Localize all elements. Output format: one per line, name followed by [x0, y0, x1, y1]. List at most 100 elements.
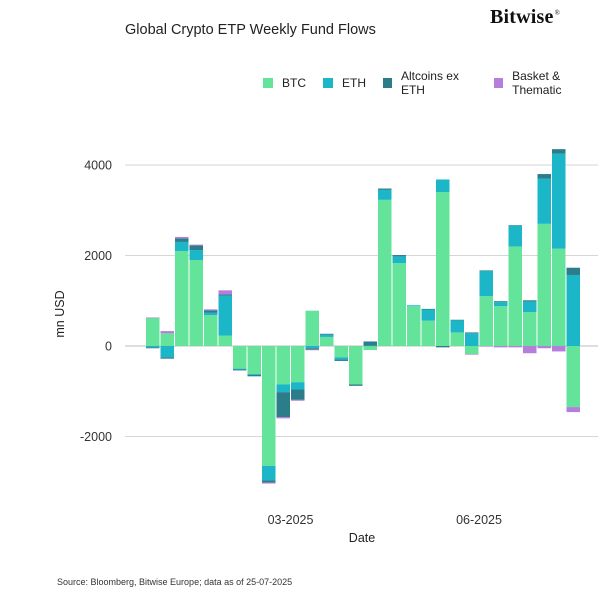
bar-basket-thematic	[204, 309, 218, 311]
y-axis-label: mn USD	[53, 290, 67, 337]
legend-label: Basket & Thematic	[512, 69, 562, 97]
bar-btc	[160, 333, 174, 346]
bar-eth	[276, 384, 290, 393]
bitwise-logo: Bitwise®	[490, 6, 560, 29]
bar-eth	[233, 368, 247, 370]
bar-btc	[204, 315, 218, 346]
source-note: Source: Bloomberg, Bitwise Europe; data …	[57, 577, 293, 587]
bar-btc	[247, 346, 261, 375]
bar-eth	[436, 179, 450, 193]
bar-eth	[552, 153, 566, 249]
bar-btc	[146, 317, 160, 346]
bar-basket-thematic	[175, 236, 189, 239]
bar-btc	[392, 263, 406, 346]
bar-altcoins-ex-eth	[175, 238, 189, 242]
legend-swatch	[494, 78, 504, 88]
bar-altcoins-ex-eth	[421, 308, 435, 310]
bar-altcoins-ex-eth	[566, 267, 580, 275]
bar-eth	[204, 312, 218, 316]
bar-btc	[508, 246, 522, 346]
y-tick-label: 2000	[84, 249, 112, 263]
bar-eth	[218, 295, 232, 336]
bar-eth	[537, 178, 551, 224]
y-tick-label: -2000	[80, 430, 112, 444]
bar-altcoins-ex-eth	[392, 255, 406, 257]
bar-altcoins-ex-eth	[465, 332, 479, 334]
bar-eth	[450, 320, 464, 333]
bar-btc	[363, 346, 377, 351]
bar-altcoins-ex-eth	[146, 347, 160, 349]
bar-btc	[378, 199, 392, 346]
bar-eth	[363, 345, 377, 347]
bar-eth	[479, 270, 493, 297]
bar-basket-thematic	[291, 399, 305, 401]
legend-item-eth: ETH	[323, 76, 366, 90]
bar-btc	[421, 320, 435, 346]
legend-item-altcoins-ex-eth: Altcoins ex ETH	[383, 69, 477, 97]
bar-basket-thematic	[537, 346, 551, 349]
bar-eth	[160, 346, 174, 358]
legend-item-btc: BTC	[263, 76, 306, 90]
bar-btc	[218, 335, 232, 346]
bar-eth	[407, 305, 421, 307]
bar-eth	[247, 374, 261, 375]
bar-eth	[305, 346, 319, 349]
bar-btc	[465, 346, 479, 355]
bar-altcoins-ex-eth	[305, 348, 319, 350]
bar-eth	[291, 382, 305, 390]
bar-btc	[436, 192, 450, 346]
bar-basket-thematic	[276, 417, 290, 419]
bar-btc	[189, 260, 203, 346]
chart-title: Global Crypto ETP Weekly Fund Flows	[125, 22, 376, 38]
bar-altcoins-ex-eth	[479, 270, 493, 272]
bar-eth	[421, 309, 435, 321]
bar-btc	[566, 346, 580, 408]
bar-eth	[262, 465, 276, 481]
legend-swatch	[263, 78, 273, 88]
x-axis-label: Date	[349, 531, 375, 545]
bar-altcoins-ex-eth	[334, 359, 348, 361]
bar-altcoins-ex-eth	[523, 300, 537, 302]
bar-eth	[378, 189, 392, 200]
bar-btc	[334, 346, 348, 358]
bar-btc	[537, 223, 551, 346]
bar-btc	[262, 346, 276, 466]
bar-altcoins-ex-eth	[378, 188, 392, 190]
bar-eth	[508, 225, 522, 247]
bar-eth	[392, 256, 406, 264]
bar-altcoins-ex-eth	[320, 333, 334, 335]
legend-label: BTC	[282, 76, 306, 90]
bar-basket-thematic	[189, 244, 203, 246]
bar-altcoins-ex-eth	[218, 294, 232, 296]
bar-btc	[479, 296, 493, 346]
legend-label: Altcoins ex ETH	[400, 69, 459, 97]
y-tick-label: 4000	[84, 159, 112, 173]
bar-basket-thematic	[494, 346, 508, 348]
bar-altcoins-ex-eth	[552, 149, 566, 154]
bar-altcoins-ex-eth	[160, 357, 174, 359]
x-tick-label: 06-2025	[456, 513, 502, 527]
bar-btc	[291, 346, 305, 383]
legend-swatch	[323, 78, 333, 88]
y-tick-label: 0	[105, 340, 112, 354]
bar-btc	[233, 346, 247, 369]
bar-basket-thematic	[465, 354, 479, 355]
bar-btc	[494, 306, 508, 346]
bar-altcoins-ex-eth	[247, 374, 261, 377]
bar-altcoins-ex-eth	[204, 310, 218, 313]
bar-btc	[320, 336, 334, 346]
bar-altcoins-ex-eth	[494, 301, 508, 303]
bar-btc	[407, 306, 421, 346]
legend-swatch	[383, 78, 392, 88]
bar-eth	[566, 274, 580, 346]
bar-altcoins-ex-eth	[508, 225, 522, 226]
bar-altcoins-ex-eth	[450, 319, 464, 321]
bar-altcoins-ex-eth	[436, 346, 450, 348]
legend-item-basket-thematic: Basket & Thematic	[494, 69, 602, 97]
bar-eth	[189, 250, 203, 261]
bar-basket-thematic	[262, 482, 276, 484]
bar-eth	[320, 334, 334, 337]
bar-altcoins-ex-eth	[291, 389, 305, 400]
bar-eth	[523, 301, 537, 313]
